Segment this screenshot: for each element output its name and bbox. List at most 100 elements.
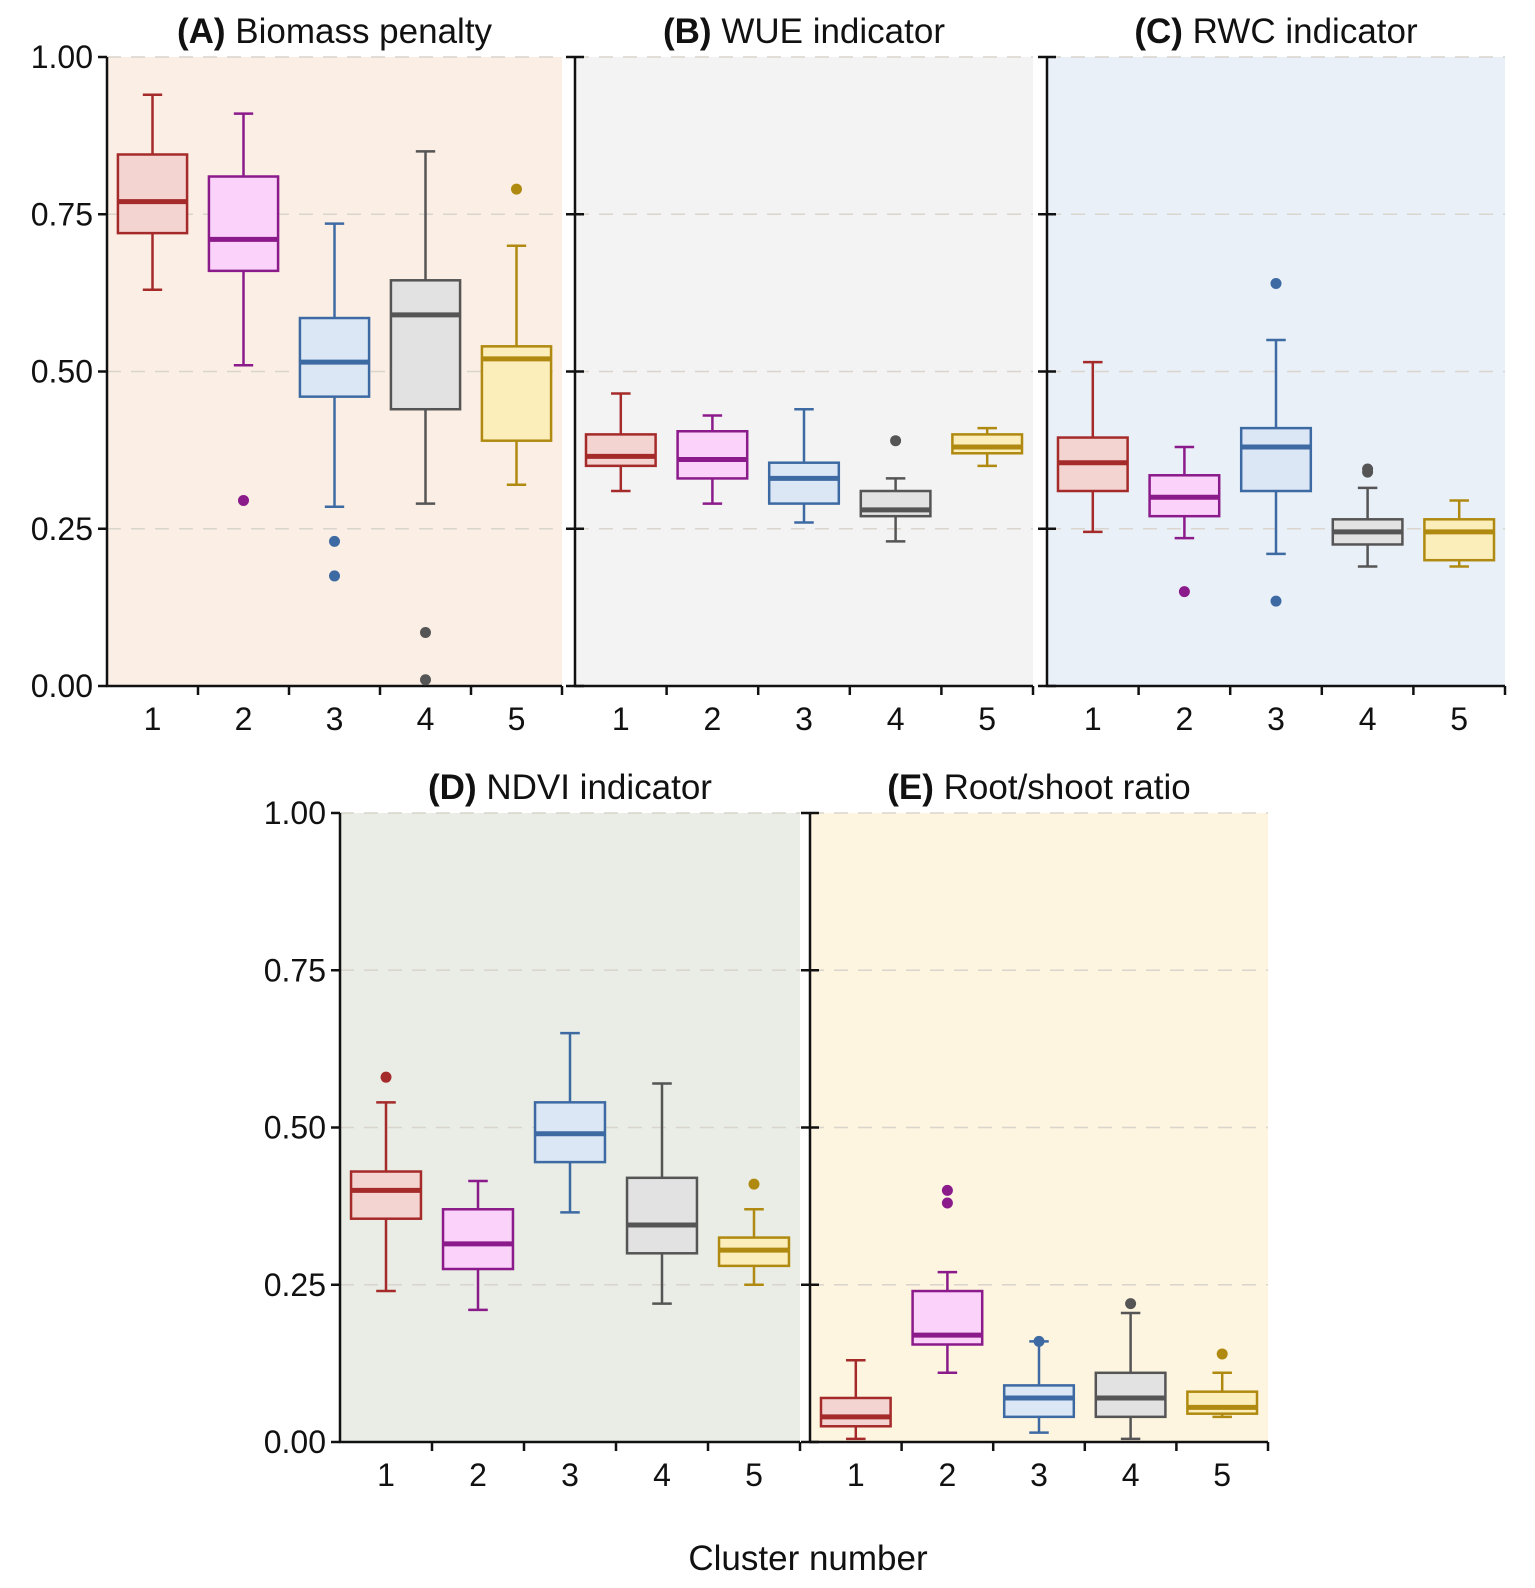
panel-tag: (A) xyxy=(177,12,235,51)
box-cluster-1 xyxy=(584,392,657,493)
x-tick-label: 1 xyxy=(377,1457,395,1493)
x-tick-label: 4 xyxy=(417,701,435,737)
x-tick-label: 5 xyxy=(1450,701,1468,737)
box-cluster-2 xyxy=(1148,445,1221,598)
box-cluster-1 xyxy=(819,1358,892,1441)
y-tick-label: 0.00 xyxy=(264,1424,326,1460)
box-cluster-3 xyxy=(298,222,371,582)
iqr-box xyxy=(116,153,189,235)
box-cluster-1 xyxy=(116,93,189,291)
x-tick-label: 3 xyxy=(1030,1457,1048,1493)
box-cluster-5 xyxy=(1186,1348,1259,1419)
outlier-point xyxy=(941,1197,953,1209)
iqr-box xyxy=(389,279,462,411)
outlier-point xyxy=(420,627,431,639)
box-cluster-2 xyxy=(207,112,280,506)
panel-e: 1 2 3 4 5 (E) Root/shoot ratio xyxy=(801,768,1270,1493)
outlier-point xyxy=(511,183,522,195)
box-cluster-3 xyxy=(1239,277,1313,607)
iqr-box xyxy=(1239,426,1313,493)
iqr-box xyxy=(441,1208,515,1271)
x-tick-label: 5 xyxy=(508,701,526,737)
panel-tag: (B) xyxy=(663,12,721,51)
iqr-box xyxy=(1186,1390,1259,1415)
box-cluster-3 xyxy=(1002,1335,1076,1434)
iqr-box xyxy=(676,430,749,480)
x-tick-label: 1 xyxy=(612,701,630,737)
outlier-point xyxy=(238,494,249,506)
box-cluster-5 xyxy=(480,183,553,486)
outlier-point xyxy=(1270,277,1282,289)
iqr-box xyxy=(819,1396,892,1428)
box-cluster-4 xyxy=(1094,1298,1167,1441)
iqr-box xyxy=(625,1176,699,1255)
box-cluster-5 xyxy=(1423,499,1496,568)
y-tick-label: 1.00 xyxy=(264,795,326,831)
x-tick-label: 2 xyxy=(235,701,253,737)
outlier-point xyxy=(1178,586,1190,598)
panel-c: 1 2 3 4 5 (C) RWC indicator xyxy=(1038,12,1507,737)
y-tick-label: 0.50 xyxy=(264,1110,326,1146)
outlier-point xyxy=(748,1178,760,1190)
y-tick-label: 1.00 xyxy=(31,39,93,75)
outlier-point xyxy=(941,1184,953,1196)
y-tick-label: 0.25 xyxy=(31,511,93,547)
x-tick-label: 2 xyxy=(704,701,722,737)
x-tick-label: 3 xyxy=(1267,701,1285,737)
y-tick-label: 0.00 xyxy=(31,668,93,704)
box-cluster-3 xyxy=(533,1031,607,1214)
panels-layer: 0.00 0.25 0.50 0.75 1.00 1 2 3 4 5 (A) Biomass pen… xyxy=(31,12,1507,1493)
y-tick-label: 0.25 xyxy=(264,1267,326,1303)
x-tick-label: 5 xyxy=(1213,1457,1231,1493)
box-cluster-5 xyxy=(951,426,1024,468)
outlier-point xyxy=(329,535,340,547)
x-tick-label: 2 xyxy=(1176,701,1194,737)
box-cluster-1 xyxy=(349,1071,423,1293)
iqr-box xyxy=(298,316,371,398)
outlier-point xyxy=(1216,1348,1228,1360)
x-tick-label: 5 xyxy=(978,701,996,737)
outlier-point xyxy=(1270,595,1282,607)
outlier-point xyxy=(1033,1335,1045,1347)
outlier-point xyxy=(380,1071,392,1083)
panel-tag: (E) xyxy=(887,768,943,807)
y-tick-label: 0.50 xyxy=(31,354,93,390)
panel-title: (D) NDVI indicator xyxy=(428,768,712,807)
iqr-box xyxy=(349,1170,423,1220)
box-cluster-4 xyxy=(389,150,462,686)
panel-title-text: RWC indicator xyxy=(1193,12,1418,51)
iqr-box xyxy=(480,345,553,442)
x-axis-title: Cluster number xyxy=(688,1539,928,1578)
outlier-point xyxy=(329,570,340,582)
box-cluster-3 xyxy=(767,407,841,524)
panel-title: (E) Root/shoot ratio xyxy=(887,768,1190,807)
iqr-box xyxy=(1002,1384,1076,1419)
outlier-point xyxy=(1362,463,1374,475)
x-tick-label: 4 xyxy=(1359,701,1377,737)
panel-title-text: NDVI indicator xyxy=(486,768,712,807)
outlier-point xyxy=(420,674,431,686)
iqr-box xyxy=(859,489,932,518)
panel-tag: (D) xyxy=(428,768,486,807)
box-cluster-2 xyxy=(911,1184,984,1375)
y-tick-label: 0.75 xyxy=(264,952,326,988)
box-cluster-2 xyxy=(441,1179,515,1312)
x-tick-label: 2 xyxy=(469,1457,487,1493)
panel-title-text: WUE indicator xyxy=(721,12,945,51)
box-cluster-1 xyxy=(1056,360,1129,534)
x-tick-label: 3 xyxy=(561,1457,579,1493)
box-cluster-4 xyxy=(859,435,932,543)
box-cluster-4 xyxy=(625,1082,699,1305)
panel-tag: (C) xyxy=(1134,12,1192,51)
panel-title-text: Biomass penalty xyxy=(235,12,492,51)
iqr-box xyxy=(584,433,657,468)
x-tick-label: 5 xyxy=(745,1457,763,1493)
iqr-box xyxy=(1094,1371,1167,1419)
panel-title: (A) Biomass penalty xyxy=(177,12,493,51)
x-tick-label: 1 xyxy=(144,701,162,737)
x-tick-label: 3 xyxy=(326,701,344,737)
x-tick-label: 4 xyxy=(1122,1457,1140,1493)
x-tick-label: 3 xyxy=(795,701,813,737)
panel-a: 0.00 0.25 0.50 0.75 1.00 1 2 3 4 5 (A) Biomass pen… xyxy=(31,12,564,737)
